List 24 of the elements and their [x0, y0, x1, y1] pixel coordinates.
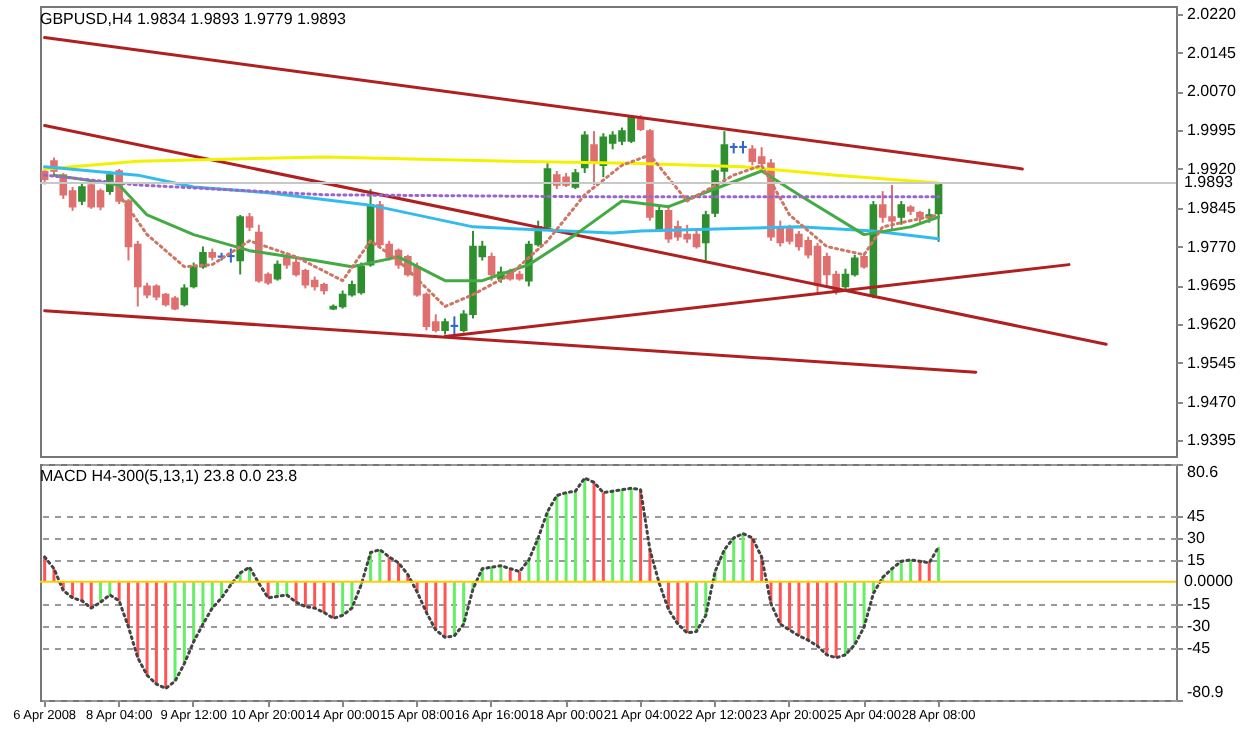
y-tick-label: 1.9470 [1187, 392, 1238, 411]
y-tick-label: 1.9845 [1187, 198, 1238, 217]
y-tick-label: 1.9620 [1187, 315, 1238, 334]
y-tick-label: -30 [1187, 616, 1212, 635]
chart-title: GBPUSD,H4 1.9834 1.9893 1.9779 1.9893 [40, 9, 348, 28]
chart-title: MACD H4-300(5,13,1) 23.8 0.0 23.8 [40, 467, 299, 485]
y-tick-label: -45 [1187, 638, 1212, 657]
y-tick-label: 1.9395 [1187, 431, 1238, 450]
y-tick-label: 80.6 [1187, 463, 1220, 481]
y-tick-label: 45 [1187, 507, 1206, 526]
y-tick-label: 2.0070 [1187, 82, 1238, 101]
y-tick-label: 2.0145 [1187, 43, 1238, 62]
y-tick-label: 15 [1187, 550, 1206, 569]
y-tick-label: 30 [1187, 528, 1206, 547]
y-tick-label: 1.9920 [1187, 159, 1238, 178]
y-tick-label: 1.9545 [1187, 353, 1238, 372]
y-tick-label: 1.9695 [1187, 276, 1238, 295]
ref-line-label: 0.0000 [1184, 571, 1235, 590]
y-tick-label: 1.9770 [1187, 237, 1238, 256]
ref-line-label: 1.9893 [1184, 172, 1235, 191]
y-tick-label: -15 [1187, 594, 1212, 613]
y-tick-label: -80.9 [1187, 683, 1225, 701]
y-tick-label: 1.9995 [1187, 121, 1238, 140]
y-tick-label: 2.0220 [1187, 4, 1238, 23]
